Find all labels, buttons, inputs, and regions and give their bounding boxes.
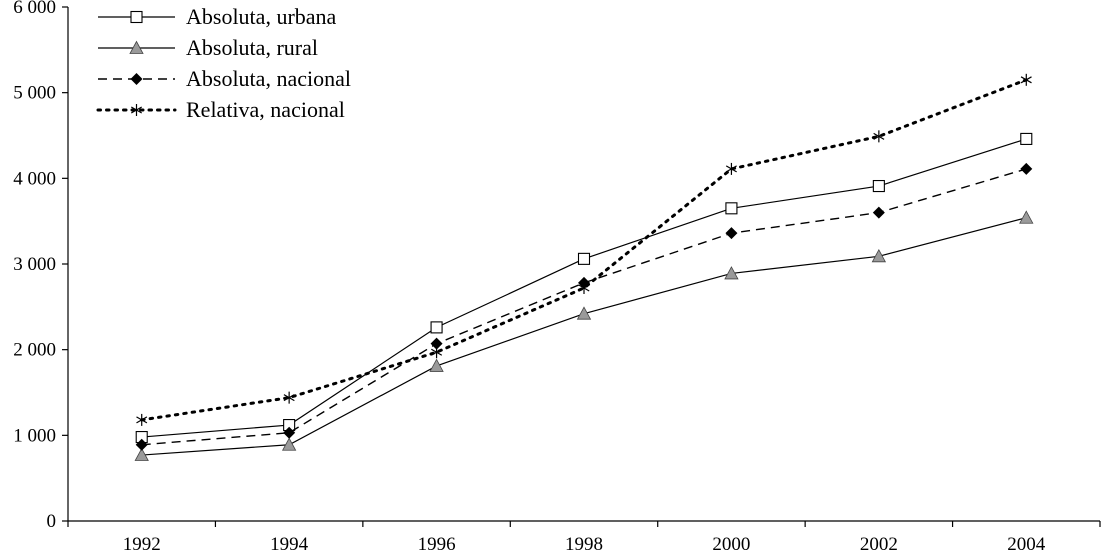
x-tick-label: 1996: [418, 534, 456, 552]
series-1: [134, 210, 1034, 461]
series-line: [140, 78, 1028, 422]
data-point: [135, 438, 148, 451]
y-tick-label: 6 000: [13, 0, 56, 18]
legend-marker: [130, 104, 143, 116]
legend-entry: Absoluta, urbana: [98, 4, 337, 29]
data-point: [871, 248, 887, 263]
y-tick-label: 4 000: [13, 168, 56, 189]
data-point: [872, 206, 885, 219]
legend-marker: [130, 10, 143, 24]
legend-label: Absoluta, rural: [186, 35, 318, 60]
data-point: [873, 130, 885, 143]
data-point: [136, 413, 148, 426]
x-tick-label: 1992: [123, 534, 161, 552]
series-0: [135, 132, 1033, 444]
legend-marker: [129, 40, 144, 54]
y-tick-label: 2 000: [13, 340, 56, 361]
x-tick-label: 2004: [1007, 534, 1046, 552]
data-point: [1020, 132, 1033, 145]
legend: Absoluta, urbana Absoluta, rural Absoluta,…: [96, 4, 351, 122]
axes: 0 1 000 2 000 3 000 4 000 5 000 6 000 1992 1994 1…: [13, 0, 1101, 555]
legend-entry: Absoluta, rural: [98, 35, 318, 60]
data-point: [725, 162, 737, 175]
legend-label: Absoluta, nacional: [186, 66, 351, 91]
y-tick-label: 5 000: [13, 83, 56, 104]
x-tick-label: 2002: [860, 534, 898, 552]
y-tick-label: 3 000: [13, 254, 56, 275]
data-point: [431, 346, 443, 359]
data-point: [283, 426, 296, 439]
x-tick-label: 1998: [565, 534, 603, 552]
data-point: [134, 447, 149, 461]
legend-label: Relativa, nacional: [186, 97, 345, 122]
data-point: [1020, 73, 1032, 86]
series-3: [136, 73, 1032, 426]
data-point: [724, 266, 739, 280]
data-point: [577, 252, 591, 265]
data-point: [430, 337, 443, 350]
data-point: [576, 306, 592, 320]
series-layer: [134, 73, 1034, 461]
data-point: [725, 202, 738, 215]
data-point: [1020, 162, 1033, 175]
data-point: [1019, 210, 1034, 224]
x-tick-label: 2000: [712, 534, 750, 552]
y-tick-label: 1 000: [13, 425, 56, 446]
data-point: [281, 437, 297, 451]
data-point: [872, 179, 885, 193]
legend-marker: [130, 73, 143, 85]
x-tick-label: 1994: [270, 534, 309, 552]
legend-entry: Relativa, nacional: [96, 97, 345, 122]
data-point: [725, 227, 738, 240]
legend-label: Absoluta, urbana: [186, 4, 337, 29]
y-tick-label: 0: [47, 511, 57, 532]
data-point: [429, 358, 444, 372]
data-point: [430, 321, 443, 334]
legend-entry: Absoluta, nacional: [98, 66, 351, 91]
data-point: [578, 281, 590, 294]
data-point: [283, 391, 295, 404]
